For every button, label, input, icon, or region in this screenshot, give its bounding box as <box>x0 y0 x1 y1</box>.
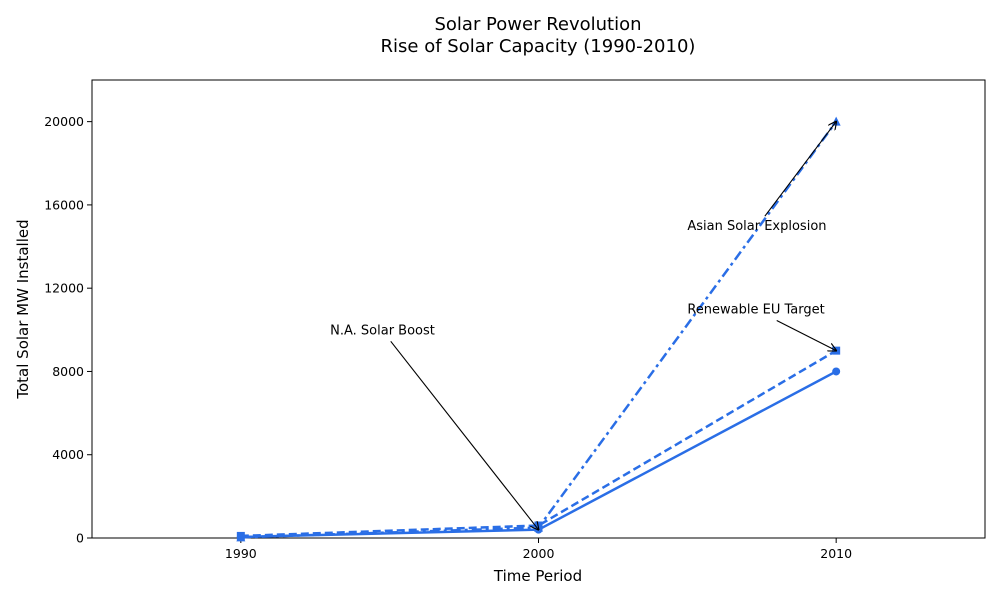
y-tick-label: 4000 <box>52 447 84 462</box>
series-1-line <box>240 370 837 539</box>
x-tick-label: 1990 <box>225 546 257 561</box>
series-3-point <box>831 116 841 126</box>
y-tick-label: 20000 <box>44 114 84 129</box>
annotations-layer: N.A. Solar Boost Renewable EU Target Asian… <box>330 122 836 530</box>
annotation-2-text: Renewable EU Target <box>687 303 824 318</box>
y-tick-label: 12000 <box>44 281 84 296</box>
chart-title-line2: Rise of Solar Capacity (1990-2010) <box>381 36 696 57</box>
x-axis: 1990 2000 2010 <box>225 538 852 561</box>
y-tick-label: 8000 <box>52 364 84 379</box>
x-tick-label: 2010 <box>820 546 852 561</box>
y-tick-label: 16000 <box>44 197 84 212</box>
y-axis-label: Total Solar MW Installed <box>14 219 32 399</box>
annotation-3-text: Asian Solar Explosion <box>687 219 826 234</box>
series-layer <box>236 116 841 542</box>
series-2-line <box>240 349 837 538</box>
annotation-1-arrow <box>390 340 539 529</box>
x-axis-label: Time Period <box>493 567 582 585</box>
plot-area-frame <box>91 79 986 539</box>
x-tick-label: 2000 <box>523 546 555 561</box>
annotation-2-arrow <box>776 320 836 351</box>
annotation-1-text: N.A. Solar Boost <box>330 323 435 338</box>
y-axis: 0 4000 8000 12000 16000 20000 <box>44 114 92 546</box>
series-3-point <box>236 532 246 542</box>
chart-title-line1: Solar Power Revolution <box>434 14 641 35</box>
series-1-point <box>832 367 841 376</box>
y-tick-label: 0 <box>76 531 84 546</box>
annotation-3-arrow <box>764 122 836 217</box>
